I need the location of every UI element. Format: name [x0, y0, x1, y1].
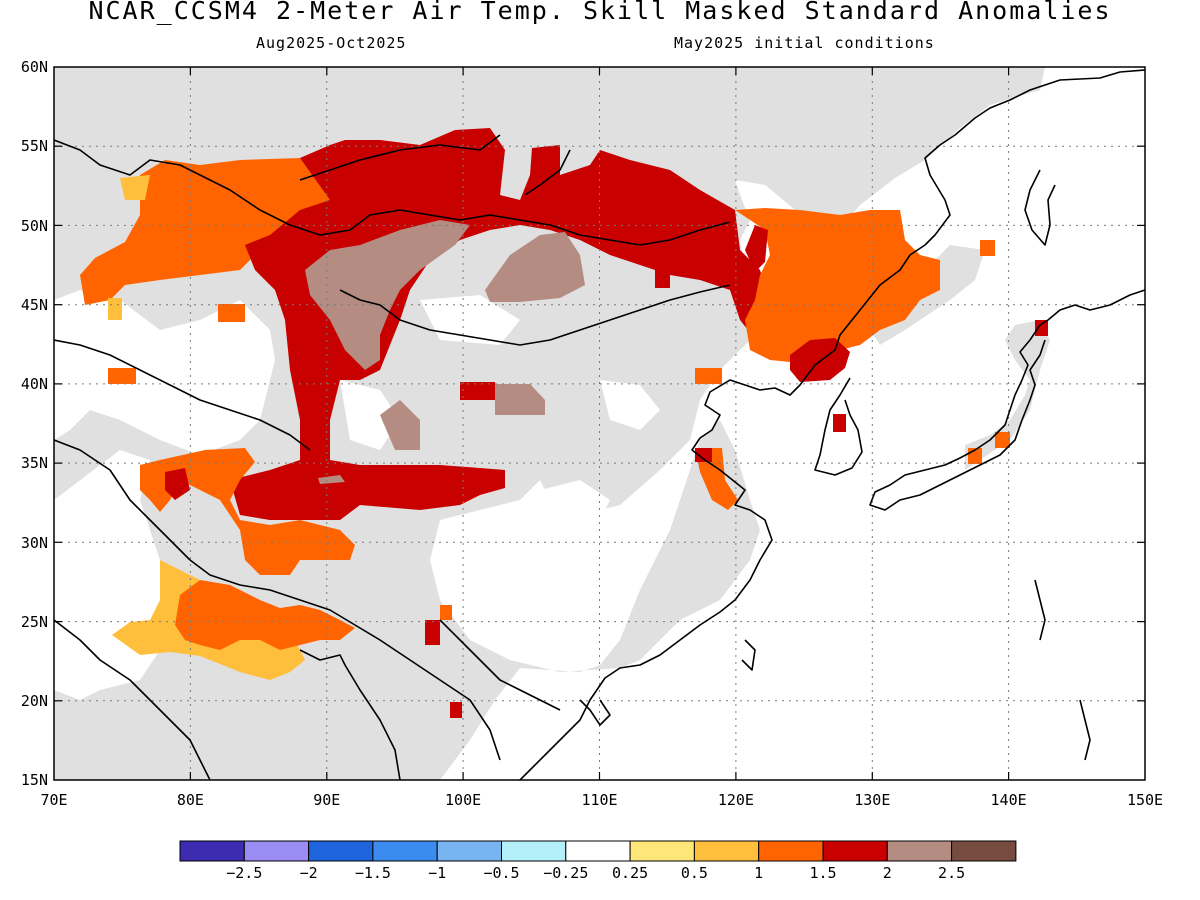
colorbar-swatch	[758, 840, 824, 862]
lat-label: 15N	[21, 771, 48, 789]
map-title: NCAR_CCSM4 2-Meter Air Temp. Skill Maske…	[88, 0, 1112, 25]
season-label: Aug2025-Oct2025	[256, 34, 407, 52]
colorbar-swatch	[308, 840, 374, 862]
colorbar-label: 2	[883, 864, 892, 882]
lat-label: 55N	[21, 137, 48, 155]
lat-labels: 15N 20N 25N 30N 35N 40N 45N 50N 55N 60N	[21, 58, 48, 789]
colorbar-label: 2.5	[938, 864, 965, 882]
colorbar-swatch	[372, 840, 438, 862]
lon-label: 140E	[991, 791, 1027, 809]
colorbar-label: 1.5	[809, 864, 836, 882]
lat-label: 40N	[21, 375, 48, 393]
colorbar-label: −1	[428, 864, 446, 882]
lon-label: 90E	[313, 791, 340, 809]
colorbar-label: −2.5	[226, 864, 262, 882]
colorbar-swatch	[951, 840, 1017, 862]
colorbar-swatch	[822, 840, 888, 862]
lat-label: 45N	[21, 296, 48, 314]
lon-label: 80E	[177, 791, 204, 809]
colorbar-swatch	[629, 840, 695, 862]
lon-label: 70E	[40, 791, 67, 809]
colorbar-label: −0.5	[483, 864, 519, 882]
colorbar-swatch	[501, 840, 567, 862]
colorbar-swatch	[243, 840, 310, 862]
colorbar-swatch	[693, 840, 760, 862]
lat-label: 60N	[21, 58, 48, 76]
initial-conditions-label: May2025 initial conditions	[674, 34, 935, 52]
lon-label: 100E	[445, 791, 481, 809]
map-layers	[54, 67, 1145, 780]
lon-label: 130E	[854, 791, 890, 809]
colorbar-swatch	[565, 840, 631, 862]
colorbar-swatch	[886, 840, 953, 862]
lat-label: 30N	[21, 534, 48, 552]
lat-label: 20N	[21, 692, 48, 710]
lat-label: 25N	[21, 613, 48, 631]
colorbar-label: 0.25	[612, 864, 648, 882]
lon-ticks	[189, 67, 1010, 780]
lon-label: 150E	[1127, 791, 1163, 809]
colorbar-label: −2	[300, 864, 318, 882]
colorbar-swatch	[436, 840, 503, 862]
lat-label: 50N	[21, 217, 48, 235]
colorbar-label: −0.25	[543, 864, 588, 882]
anomaly-shading	[80, 128, 1048, 718]
colorbar: −2.5 −2 −1.5 −1 −0.5 −0.25 0.25 0.5 1 1.5 2 2.5	[179, 840, 1017, 882]
coastlines	[54, 69, 1145, 780]
lat-ticks	[54, 145, 1145, 702]
colorbar-label: 1	[754, 864, 763, 882]
colorbar-swatch	[179, 840, 245, 862]
lon-label: 120E	[718, 791, 754, 809]
lon-label: 110E	[581, 791, 617, 809]
lat-label: 35N	[21, 454, 48, 472]
colorbar-label: 0.5	[681, 864, 708, 882]
colorbar-label: −1.5	[355, 864, 391, 882]
lon-labels: 70E 80E 90E 100E 110E 120E 130E 140E 150…	[40, 791, 1163, 809]
